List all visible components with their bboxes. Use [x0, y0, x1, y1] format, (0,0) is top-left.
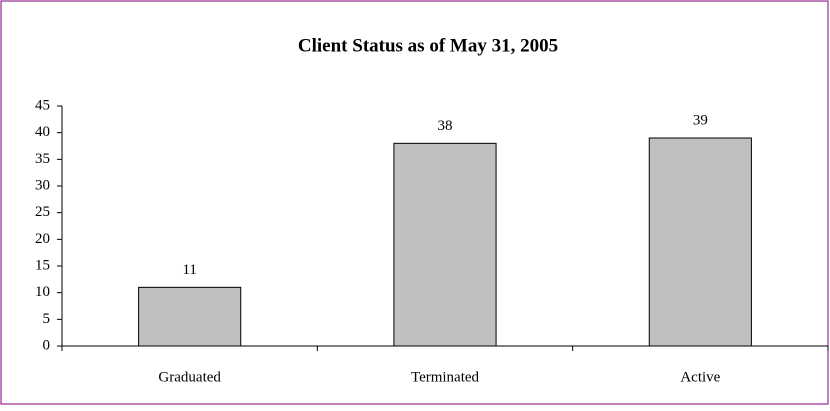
y-tick-label: 20	[35, 231, 50, 247]
y-tick-label: 25	[35, 204, 50, 220]
y-tick-label: 0	[43, 337, 51, 353]
x-tick-label: Active	[680, 369, 720, 385]
y-tick-label: 10	[35, 284, 50, 300]
bar	[393, 142, 497, 347]
x-tick-label: Terminated	[411, 369, 480, 385]
bar	[138, 286, 242, 347]
chart-title: Client Status as of May 31, 2005	[298, 35, 558, 56]
y-tick-label: 30	[35, 177, 50, 193]
data-label: 11	[182, 262, 196, 278]
y-tick-label: 15	[35, 257, 50, 273]
data-label: 39	[693, 112, 708, 128]
bar	[648, 137, 752, 347]
data-label: 38	[438, 118, 453, 134]
y-tick-label: 45	[35, 97, 50, 113]
x-tick-label: Graduated	[158, 369, 221, 385]
y-tick-label: 35	[35, 151, 50, 167]
y-tick-label: 40	[35, 124, 50, 140]
y-tick-label: 5	[43, 311, 51, 327]
